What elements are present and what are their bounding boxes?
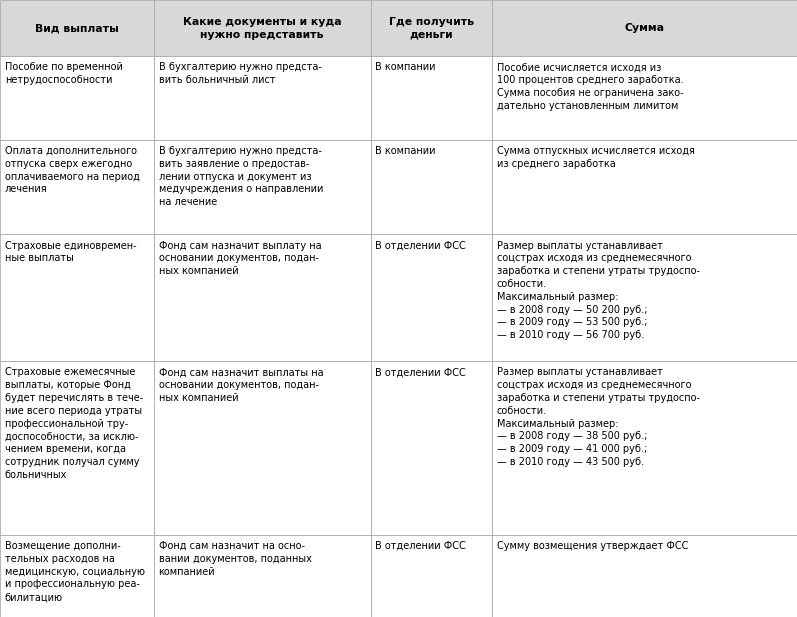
Text: В бухгалтерию нужно предста-
вить больничный лист: В бухгалтерию нужно предста- вить больни…: [159, 62, 321, 85]
Bar: [0, 0, 154, 56]
Text: Оплата дополнительного
отпуска сверх ежегодно
оплачиваемого на период
лечения: Оплата дополнительного отпуска сверх еже…: [5, 146, 139, 194]
Text: Страховые ежемесячные
выплаты, которые Фонд
будет перечислять в тече-
ние всего : Страховые ежемесячные выплаты, которые Ф…: [5, 368, 143, 480]
Text: Страховые единовремен-
ные выплаты: Страховые единовремен- ные выплаты: [5, 241, 136, 263]
Text: Вид выплаты: Вид выплаты: [35, 23, 119, 33]
Bar: [0, 140, 154, 234]
Text: Размер выплаты устанавливает
соцстрах исходя из среднемесячного
заработка и степ: Размер выплаты устанавливает соцстрах ис…: [497, 368, 700, 467]
Bar: [154, 56, 371, 140]
Bar: [154, 234, 371, 362]
Text: Сумма отпускных исчисляется исходя
из среднего заработка: Сумма отпускных исчисляется исходя из ср…: [497, 146, 694, 169]
Text: В отделении ФСС: В отделении ФСС: [375, 368, 466, 378]
Bar: [154, 362, 371, 535]
Text: В компании: В компании: [375, 146, 436, 156]
Bar: [371, 362, 492, 535]
Bar: [0, 535, 154, 617]
Bar: [371, 535, 492, 617]
Text: Фонд сам назначит на осно-
вании документов, поданных
компанией: Фонд сам назначит на осно- вании докумен…: [159, 541, 312, 576]
Bar: [492, 56, 797, 140]
Bar: [371, 0, 492, 56]
Bar: [154, 535, 371, 617]
Text: Пособие исчисляется исходя из
100 процентов среднего заработка.
Сумма пособия не: Пособие исчисляется исходя из 100 процен…: [497, 62, 683, 111]
Text: В компании: В компании: [375, 62, 436, 72]
Text: Размер выплаты устанавливает
соцстрах исходя из среднемесячного
заработка и степ: Размер выплаты устанавливает соцстрах ис…: [497, 241, 700, 340]
Bar: [492, 362, 797, 535]
Text: Где получить
деньги: Где получить деньги: [389, 17, 473, 39]
Bar: [0, 362, 154, 535]
Bar: [492, 535, 797, 617]
Text: Фонд сам назначит выплату на
основании документов, подан-
ных компанией: Фонд сам назначит выплату на основании д…: [159, 241, 321, 276]
Text: Сумма: Сумма: [624, 23, 665, 33]
Bar: [492, 0, 797, 56]
Text: Сумму возмещения утверждает ФСС: Сумму возмещения утверждает ФСС: [497, 541, 688, 551]
Text: В отделении ФСС: В отделении ФСС: [375, 241, 466, 251]
Bar: [154, 140, 371, 234]
Text: В отделении ФСС: В отделении ФСС: [375, 541, 466, 551]
Bar: [371, 56, 492, 140]
Bar: [154, 0, 371, 56]
Text: Пособие по временной
нетрудоспособности: Пособие по временной нетрудоспособности: [5, 62, 123, 85]
Bar: [0, 234, 154, 362]
Bar: [0, 56, 154, 140]
Bar: [371, 234, 492, 362]
Text: Фонд сам назначит выплаты на
основании документов, подан-
ных компанией: Фонд сам назначит выплаты на основании д…: [159, 368, 324, 403]
Text: Какие документы и куда
нужно представить: Какие документы и куда нужно представить: [183, 17, 342, 39]
Bar: [492, 140, 797, 234]
Bar: [492, 234, 797, 362]
Text: Возмещение дополни-
тельных расходов на
медицинскую, социальную
и профессиональн: Возмещение дополни- тельных расходов на …: [5, 541, 145, 602]
Bar: [371, 140, 492, 234]
Text: В бухгалтерию нужно предста-
вить заявление о предостав-
лении отпуска и докумен: В бухгалтерию нужно предста- вить заявле…: [159, 146, 323, 207]
